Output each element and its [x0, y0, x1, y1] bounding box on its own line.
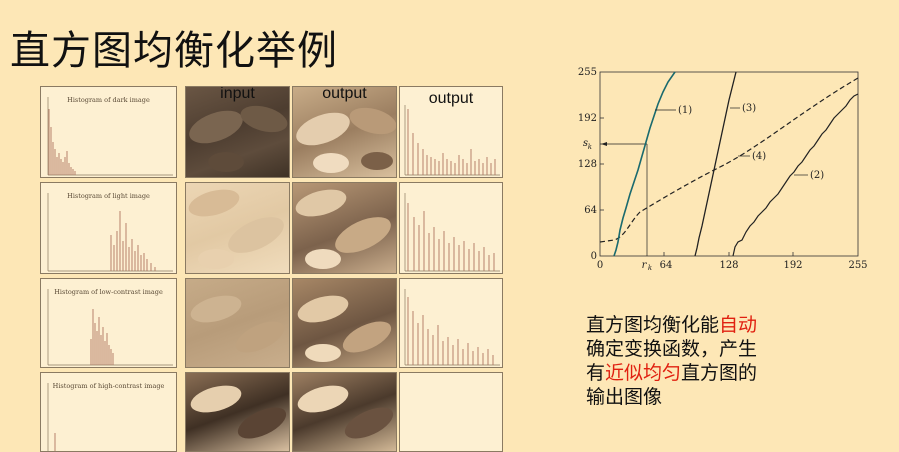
column-header-input: input [220, 86, 255, 102]
curve-label-3: (3) [742, 103, 756, 114]
curve-2 [732, 93, 859, 257]
image-light-input [185, 182, 290, 274]
image-light-output [292, 182, 397, 274]
description-highlight: 近似均匀 [605, 362, 682, 384]
histogram-title: Histogram of high-contrast image [52, 382, 165, 390]
description-text-part: 直方图的 [681, 362, 758, 384]
description-text-part: 有 [586, 362, 606, 384]
description-text-part: 直方图均衡化能 [586, 314, 720, 336]
histogram-dark-output: output [399, 86, 503, 178]
rk-subscript: k [648, 264, 652, 272]
image-low-contrast-input [185, 278, 290, 368]
histogram-equalization-figure: Histogram of dark image input [40, 86, 510, 452]
curve-4 [599, 77, 859, 243]
image-dark-input: input [185, 86, 290, 178]
description-line-4: 输出图像 [586, 386, 663, 408]
x-tick: 0 [597, 260, 603, 271]
description-line-3: 有近似均匀直方图的 [586, 361, 886, 385]
x-tick: 255 [848, 260, 867, 271]
histogram-light: Histogram of light image [40, 182, 177, 274]
histogram-dark-bars [47, 97, 173, 176]
image-low-contrast-output [292, 278, 397, 368]
image-dark-output: output [292, 86, 397, 178]
histogram-light-output [399, 182, 503, 274]
x-tick: 64 [660, 260, 673, 271]
description-text: 直方图均衡化能自动 确定变换函数，产生 有近似均匀直方图的 输出图像 [586, 313, 886, 409]
histogram-title: Histogram of dark image [67, 96, 150, 104]
curve-label-2: (2) [810, 170, 824, 181]
description-line-1: 直方图均衡化能自动 [586, 313, 886, 337]
y-tick: 128 [578, 159, 597, 170]
transformation-curves-graph: 255 192 128 64 0 0 64 128 192 255 s k r … [578, 67, 868, 272]
image-high-contrast-output [292, 372, 397, 452]
curve-label-1: (1) [678, 105, 692, 116]
description-highlight: 自动 [719, 314, 758, 336]
histogram-dark: Histogram of dark image [40, 86, 177, 178]
sk-label: s [583, 138, 588, 149]
slide-title: 直方图均衡化举例 [10, 28, 338, 74]
sk-subscript: k [588, 143, 592, 151]
curve-1 [613, 71, 676, 257]
description-line-2: 确定变换函数，产生 [586, 338, 758, 360]
column-header-output-histogram: output [428, 90, 474, 107]
curve-label-4: (4) [752, 151, 766, 162]
rk-label: r [642, 260, 648, 271]
y-tick: 0 [591, 251, 597, 262]
column-header-output: output [322, 86, 367, 102]
y-tick: 64 [584, 205, 597, 216]
image-high-contrast-input [185, 372, 290, 452]
histogram-title: Histogram of low-contrast image [54, 288, 163, 296]
histogram-title: Histogram of light image [67, 192, 150, 200]
curve-3 [694, 71, 737, 257]
y-tick: 192 [578, 113, 597, 124]
x-tick: 128 [719, 260, 738, 271]
histogram-high-contrast-output [399, 372, 503, 452]
histogram-low-contrast: Histogram of low-contrast image [40, 278, 177, 368]
histogram-high-contrast: Histogram of high-contrast image [40, 372, 177, 452]
histogram-low-contrast-output [399, 278, 503, 368]
y-tick: 255 [578, 67, 597, 78]
x-tick: 192 [783, 260, 802, 271]
